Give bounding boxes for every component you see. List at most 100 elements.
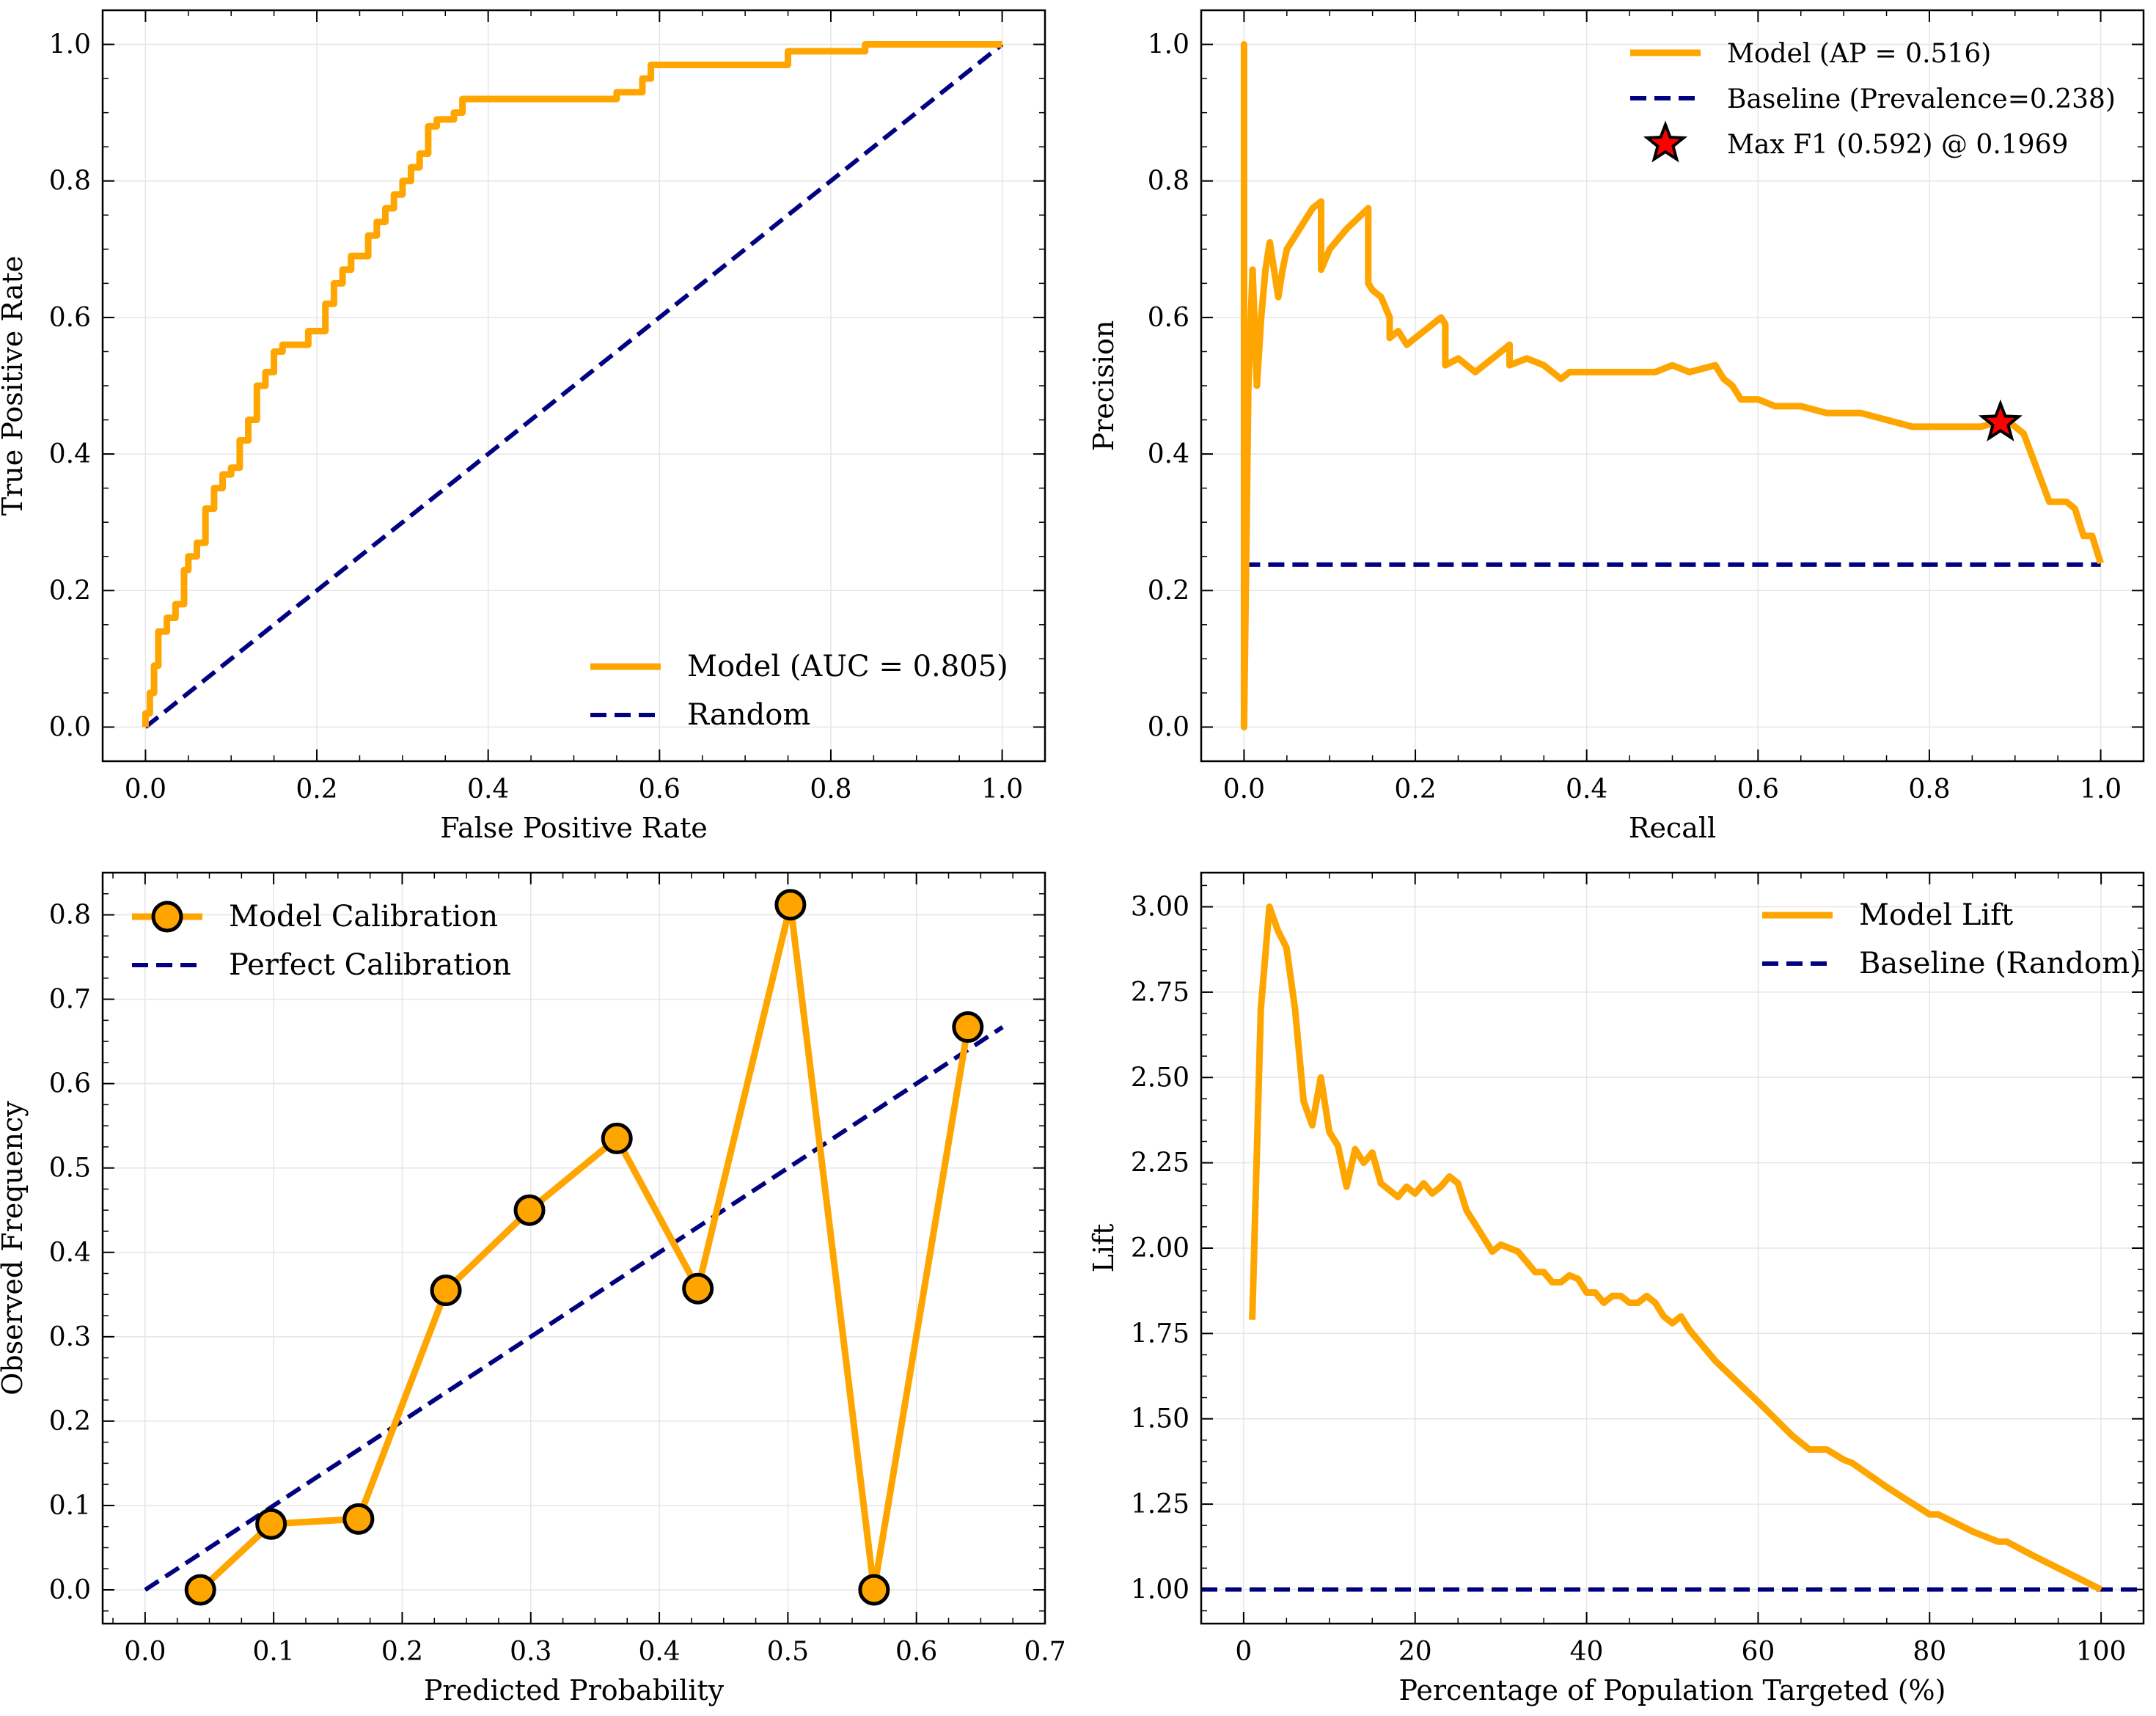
tick-label-y: 1.0 [1148, 30, 1189, 60]
x-axis-title: Percentage of Population Targeted (%) [1399, 1674, 1946, 1706]
tick-label-y: 0.8 [49, 901, 91, 931]
tick-label-y: 3.00 [1131, 892, 1189, 923]
data-point [342, 1503, 375, 1535]
tick-label-x: 1.0 [981, 774, 1023, 804]
tick-label-x: 80 [1913, 1637, 1946, 1667]
tick-label-x: 0.5 [767, 1637, 809, 1667]
tick-label-x: 0.6 [639, 774, 681, 804]
tick-label-x: 0 [1235, 1637, 1252, 1667]
tick-label-y: 0.8 [1148, 166, 1189, 197]
series-line-model [1249, 903, 2103, 1593]
legend: Model (AUC = 0.805) Random [590, 650, 1008, 732]
tick-label-y: 1.0 [49, 30, 91, 60]
tick-label-x: 1.0 [2080, 774, 2122, 804]
axes-frame [101, 9, 1046, 763]
tick-label-y: 0.0 [1148, 712, 1189, 742]
tick-label-x: 0.2 [296, 774, 337, 804]
tick-label-x: 0.8 [1908, 774, 1950, 804]
data-point [774, 889, 807, 921]
data-point [601, 1122, 633, 1154]
tick-label-x: 0.0 [124, 1637, 166, 1667]
x-axis-title: False Positive Rate [440, 812, 708, 844]
tick-label-y: 0.2 [1148, 576, 1189, 606]
tick-label-x: 0.4 [467, 774, 509, 804]
tick-label-y: 0.2 [49, 1407, 91, 1437]
legend-label: Model Lift [1859, 898, 2013, 932]
chart-calibration: 0.0 0.1 0.2 0.3 0.4 0.5 0.6 0.7 0.0 0.1 0.2 0.3 0.4 0… [0, 871, 1066, 1706]
axes-frame [1200, 9, 2145, 763]
axes-frame [101, 871, 1046, 1625]
legend-label: Max F1 (0.592) @ 0.1969 [1727, 130, 2068, 160]
tick-label-y: 1.50 [1131, 1404, 1189, 1434]
tick-label-y: 2.25 [1131, 1148, 1189, 1178]
legend: Model Calibration Perfect Calibration [132, 900, 511, 982]
tick-label-x: 60 [1742, 1637, 1775, 1667]
tick-label-x: 20 [1398, 1637, 1432, 1667]
legend-star-icon [1643, 120, 1688, 163]
y-axis-title: True Positive Rate [0, 256, 29, 516]
series-line-model [198, 901, 972, 1594]
tick-label-x: 0.0 [125, 774, 166, 804]
tick-label-y: 0.6 [49, 1069, 91, 1099]
data-point [184, 1574, 216, 1606]
plot-area [1201, 903, 2144, 1593]
axes-frame [1200, 871, 2145, 1625]
legend-label: Model Calibration [229, 900, 498, 934]
x-axis-title: Predicted Probability [424, 1674, 725, 1706]
tick-label-x: 100 [2076, 1637, 2127, 1667]
tick-label-x: 0.7 [1024, 1637, 1066, 1667]
tick-label-y: 0.3 [49, 1322, 91, 1352]
legend-label: Baseline (Prevalence=0.238) [1727, 84, 2116, 114]
series-line-model [142, 41, 1002, 727]
tick-label-x: 0.6 [1737, 774, 1779, 804]
tick-label-y: 0.6 [49, 303, 91, 333]
plot-area [144, 901, 1004, 1594]
tick-label-y: 0.6 [1148, 303, 1189, 333]
chart-pr: 0.0 0.2 0.4 0.6 0.8 1.0 0.0 0.2 0.4 0.6 0.8 1.0 Reca… [1088, 9, 2145, 844]
data-point [858, 1574, 890, 1606]
data-point [682, 1272, 714, 1305]
tick-label-y: 0.4 [1148, 439, 1189, 469]
data-point [513, 1194, 546, 1226]
tick-label-x: 0.6 [895, 1637, 937, 1667]
tick-label-y: 0.8 [49, 166, 91, 197]
tick-label-x: 0.1 [253, 1637, 295, 1667]
series-line-model [1240, 41, 2104, 730]
legend-label: Random [687, 698, 810, 732]
legend-label: Baseline (Random) [1859, 947, 2141, 980]
tick-label-x: 0.0 [1223, 774, 1265, 804]
tick-label-y: 1.25 [1131, 1489, 1189, 1519]
y-axis-title: Precision [1088, 320, 1120, 452]
tick-label-y: 0.7 [49, 985, 91, 1015]
tick-label-y: 0.4 [49, 1238, 91, 1268]
legend: Model Lift Baseline (Random) [1762, 898, 2141, 980]
x-axis-title: Recall [1629, 812, 1716, 844]
legend-label: Model (AP = 0.516) [1727, 39, 1991, 69]
chart-roc: 0.0 0.2 0.4 0.6 0.8 1.0 0.0 0.2 0.4 0.6 0.8 1.0 Fals… [0, 9, 1046, 844]
tick-label-x: 0.2 [1394, 774, 1436, 804]
tick-label-y: 2.50 [1131, 1063, 1189, 1093]
y-axis-title: Lift [1088, 1224, 1120, 1273]
series-line-random [144, 43, 1004, 729]
chart-lift: 0 20 40 60 80 100 1.00 1.25 1.50 1.75 2.00 2.25 2.50… [1088, 871, 2145, 1706]
legend-marker [151, 901, 183, 933]
tick-label-x: 0.4 [1566, 774, 1607, 804]
max-f1-star-marker [1978, 399, 2023, 441]
tick-label-y: 0.5 [49, 1154, 91, 1184]
y-axis-title: Observed Frequency [0, 1101, 29, 1396]
legend-label: Model (AUC = 0.805) [687, 650, 1008, 683]
tick-label-x: 0.3 [510, 1637, 551, 1667]
legend: Model (AP = 0.516) Baseline (Prevalence=0… [1630, 39, 2116, 163]
tick-label-y: 0.0 [49, 712, 91, 742]
tick-label-y: 0.2 [49, 576, 91, 606]
tick-label-y: 2.00 [1131, 1233, 1189, 1264]
tick-label-y: 2.75 [1131, 978, 1189, 1008]
data-point [952, 1011, 984, 1044]
tick-label-x: 40 [1570, 1637, 1604, 1667]
tick-label-y: 0.4 [49, 439, 91, 469]
plot-area [1240, 41, 2104, 730]
data-point [430, 1275, 462, 1307]
plot-area [142, 41, 1004, 729]
series-line-perfect [144, 1025, 1004, 1592]
